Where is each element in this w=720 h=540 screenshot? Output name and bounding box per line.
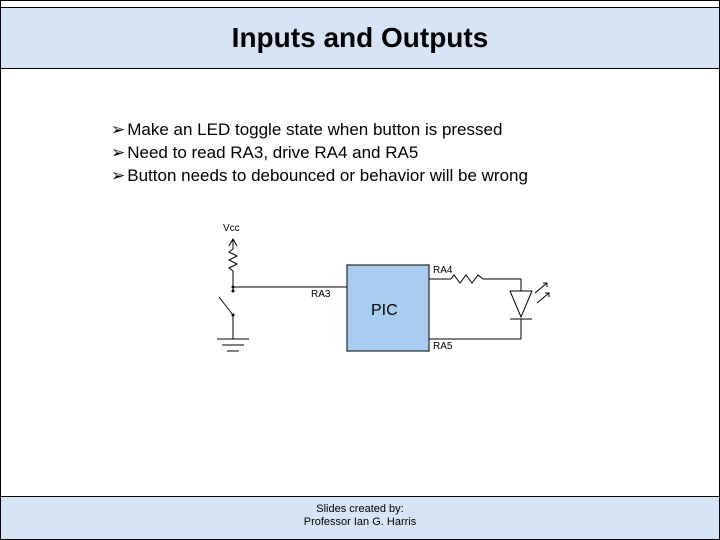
bullet-item: ➢ Make an LED toggle state when button i…: [111, 119, 631, 142]
vcc-label: Vcc: [223, 223, 240, 234]
bullet-item: ➢ Need to read RA3, drive RA4 and RA5: [111, 142, 631, 165]
title-bar: Inputs and Outputs: [1, 7, 719, 69]
slide: Inputs and Outputs ➢ Make an LED toggle …: [0, 0, 720, 540]
ra5-branch: RA5: [429, 339, 521, 352]
ra5-label: RA5: [433, 341, 453, 352]
footer-line2: Professor Ian G. Harris: [1, 516, 719, 529]
pic-label: PIC: [371, 302, 398, 319]
ground-icon: [217, 315, 249, 351]
bullet-text: Button needs to debounced or behavior wi…: [127, 165, 528, 188]
ra4-branch: RA4: [429, 265, 521, 283]
vcc-arrow-icon: [229, 239, 237, 247]
switch-icon: [219, 287, 235, 317]
circuit-svg: Vcc: [151, 221, 591, 431]
bullet-item: ➢ Button needs to debounced or behavior …: [111, 165, 631, 188]
ra4-label: RA4: [433, 265, 453, 276]
led-emission-icon: [535, 283, 549, 303]
bullet-text: Need to read RA3, drive RA4 and RA5: [127, 142, 418, 165]
bullet-text: Make an LED toggle state when button is …: [127, 119, 502, 142]
pullup-resistor-icon: [229, 247, 237, 287]
bullet-glyph: ➢: [111, 165, 125, 188]
series-resistor-icon: [451, 275, 483, 283]
slide-title: Inputs and Outputs: [1, 22, 719, 54]
footer-line1: Slides created by:: [1, 503, 719, 516]
led-icon: [510, 279, 549, 339]
footer-bar: Slides created by: Professor Ian G. Harr…: [1, 496, 719, 539]
bullet-list: ➢ Make an LED toggle state when button i…: [111, 119, 631, 188]
bullet-glyph: ➢: [111, 119, 125, 142]
ra3-label: RA3: [311, 289, 331, 300]
bullet-glyph: ➢: [111, 142, 125, 165]
circuit-diagram: Vcc: [151, 221, 591, 431]
